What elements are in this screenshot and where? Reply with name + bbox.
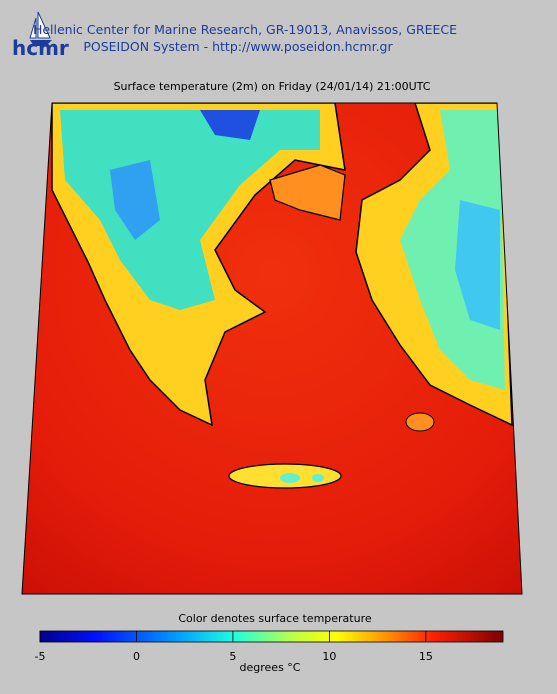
organization: Hellenic Center for Marine Research, GR-… bbox=[33, 22, 457, 37]
system-url: POSEIDON System - http://www.poseidon.hc… bbox=[83, 39, 393, 54]
colorbar-title: Color denotes surface temperature bbox=[178, 612, 372, 625]
colorbar-tick-label: 0 bbox=[133, 650, 140, 663]
colorbar-tick-label: 15 bbox=[419, 650, 433, 663]
logo: hcmr bbox=[12, 11, 69, 60]
logo-text: hcmr bbox=[12, 36, 69, 60]
colorbar-label: degrees °C bbox=[240, 661, 301, 674]
map bbox=[22, 103, 522, 594]
colorbar-tick-label: 5 bbox=[229, 650, 236, 663]
colorbar-tick-label: -5 bbox=[35, 650, 46, 663]
map-title: Surface temperature (2m) on Friday (24/0… bbox=[114, 80, 431, 93]
colorbar-tick-label: 10 bbox=[322, 650, 336, 663]
colorbar bbox=[39, 630, 504, 643]
map-frame bbox=[21, 102, 523, 595]
